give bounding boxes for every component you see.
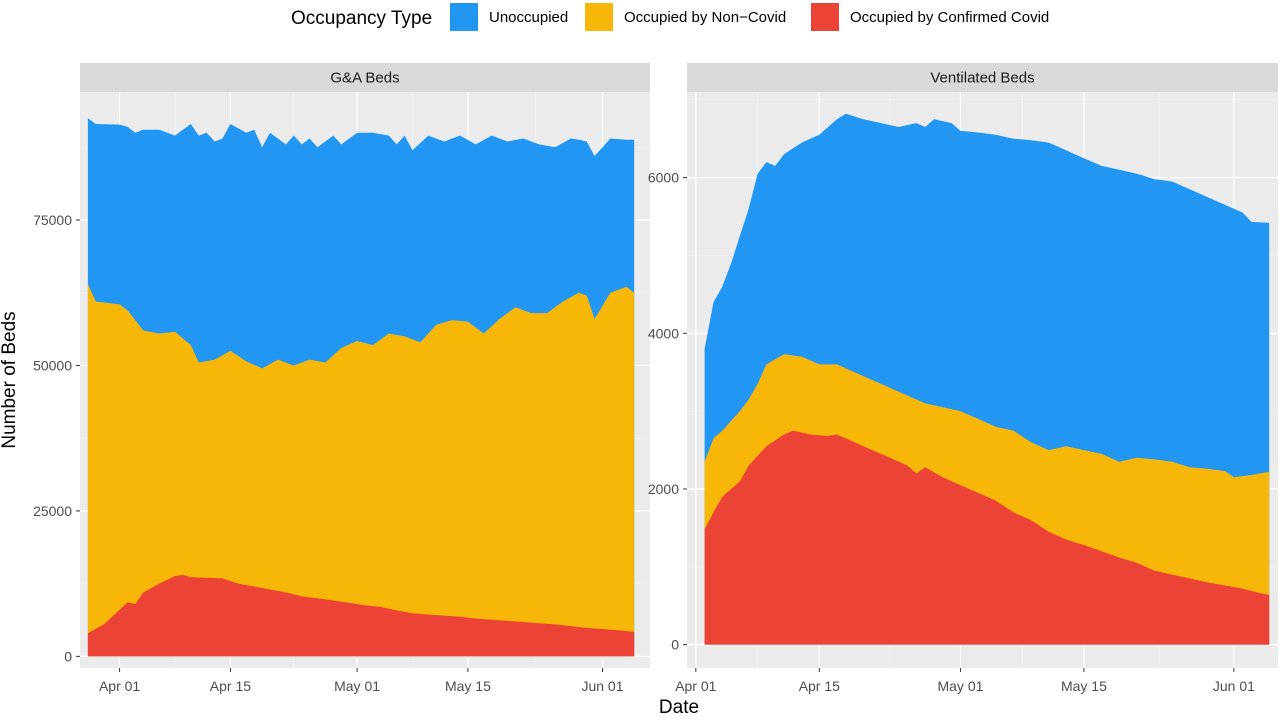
legend-entry: Occupied by Confirmed Covid	[811, 3, 1049, 31]
legend-key	[811, 3, 839, 31]
legend-label: Occupied by Confirmed Covid	[850, 9, 1049, 26]
legend-label: Unoccupied	[489, 9, 568, 26]
x-tick-label: Jun 01	[581, 678, 623, 694]
area-non-covid	[87, 284, 635, 657]
y-tick-label: 0	[64, 648, 72, 664]
x-tick-label: Apr 15	[210, 678, 251, 694]
x-tick-label: May 15	[1061, 678, 1107, 694]
facet-strip	[80, 63, 650, 92]
area-confirmed-covid	[87, 574, 635, 657]
area-confirmed-covid	[704, 430, 1270, 645]
x-tick-label: Apr 15	[799, 678, 840, 694]
x-tick-label: May 15	[445, 678, 491, 694]
y-tick-label: 75000	[33, 212, 72, 228]
facet-strip-label: Ventilated Beds	[930, 70, 1034, 87]
y-tick-label: 4000	[648, 325, 679, 341]
legend-key	[450, 3, 478, 31]
y-tick-label: 50000	[33, 357, 72, 373]
legend-label: Occupied by Non−Covid	[624, 9, 786, 26]
facet-strip-label: G&A Beds	[330, 70, 399, 87]
legend-title: Occupancy Type	[291, 8, 432, 29]
legend: Occupancy Type Unoccupied Occupied by Non−…	[291, 3, 1049, 31]
x-tick-label: Jun 01	[1213, 678, 1255, 694]
x-axis-title: Date	[659, 697, 699, 715]
y-tick-label: 6000	[648, 170, 679, 186]
y-tick-label: 25000	[33, 503, 72, 519]
x-tick-label: May 01	[937, 678, 983, 694]
y-tick-label: 0	[671, 637, 679, 653]
legend-key	[585, 3, 613, 31]
legend-entry: Unoccupied	[450, 3, 568, 31]
y-tick-label: 2000	[648, 481, 679, 497]
panel-ga-beds: G&A Beds 0 25000 50000 75000 Apr 01 Apr 15 May …	[33, 63, 650, 694]
x-tick-label: May 01	[334, 678, 380, 694]
x-tick-label: Apr 01	[675, 678, 716, 694]
facet-strip	[687, 63, 1278, 92]
legend-entry: Occupied by Non−Covid	[585, 3, 786, 31]
panel-ventilated-beds: Ventilated Beds 0 2000 4000 6000 Apr 01 Apr 15…	[648, 63, 1278, 694]
x-tick-label: Apr 01	[99, 678, 140, 694]
y-axis-title: Number of Beds	[0, 311, 20, 448]
